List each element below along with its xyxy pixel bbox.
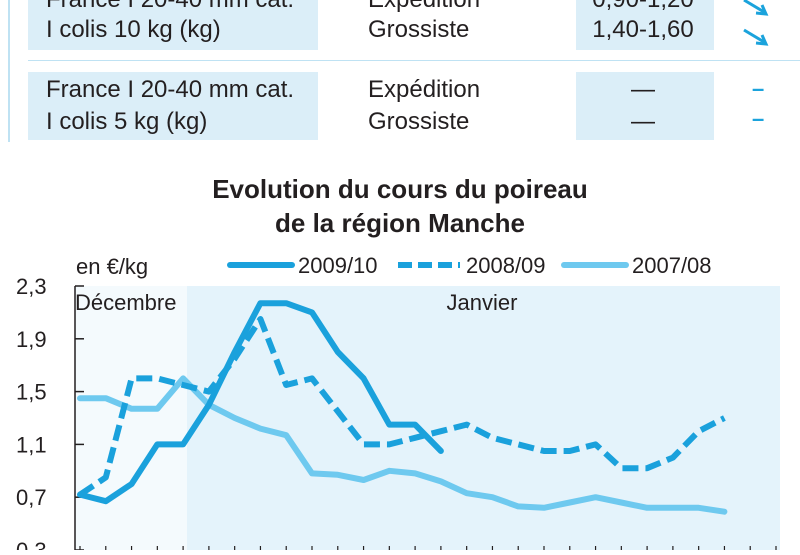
legend-label: 2008/09	[466, 253, 546, 278]
series-line-2007-08	[77, 375, 728, 515]
price-cell	[576, 72, 714, 140]
y-tick-label: 0,7	[16, 485, 47, 510]
y-tick-label: 1,5	[16, 380, 47, 405]
price-grossiste: 1,40-1,60	[592, 16, 694, 43]
series-line-2009-10	[77, 300, 444, 505]
stage-cell	[322, 0, 572, 50]
period-label-december: Décembre	[75, 290, 176, 315]
price-expedition: —	[631, 76, 655, 103]
price-cell	[576, 0, 714, 50]
table-row: France I 20-40 mm cat. I colis 5 kg (kg)…	[28, 72, 800, 140]
y-tick-label: 1,1	[16, 432, 47, 457]
stage-cell	[322, 72, 572, 140]
y-axis: 2,3 1,9 1,5 1,1 0,7 0,3	[16, 274, 84, 555]
legend-label: 2009/10	[298, 253, 378, 278]
y-axis-label: en €/kg	[76, 254, 148, 279]
product-line-2: I colis 10 kg (kg)	[46, 16, 221, 43]
y-tick-label: 0,3	[16, 538, 47, 550]
chart-title: Evolution du cours du poireau	[212, 174, 588, 204]
row-separator	[28, 60, 800, 61]
product-cell	[28, 72, 318, 140]
stage-grossiste: Grossiste	[368, 16, 470, 43]
stage-expedition: Expédition	[368, 0, 480, 16]
stage-grossiste: Grossiste	[368, 108, 470, 135]
table-row: France I 20-40 mm cat. I colis 10 kg (kg…	[28, 0, 800, 50]
trend-stable-2: –	[752, 106, 765, 131]
product-line-1: France I 20-40 mm cat.	[46, 0, 294, 16]
trend-stable-1: –	[752, 76, 765, 101]
product-line-1: France I 20-40 mm cat.	[46, 76, 295, 103]
december-band	[75, 286, 187, 550]
trend-cell	[718, 72, 800, 140]
stage-expedition: Expédition	[368, 76, 481, 103]
legend-label: 2007/08	[632, 253, 712, 278]
down-arrow-icon	[743, 0, 769, 16]
table-left-border	[8, 0, 10, 142]
product-cell	[28, 0, 318, 50]
product-line-2: I colis 5 kg (kg)	[46, 108, 208, 135]
line-chart: Evolution du cours du poireau de la régi…	[16, 174, 780, 555]
y-tick-label: 2,3	[16, 274, 47, 299]
period-label-january: Janvier	[447, 290, 518, 315]
series-layer	[77, 300, 728, 515]
chart-subtitle: de la région Manche	[275, 208, 525, 238]
x-axis	[79, 546, 777, 550]
down-arrow-icon	[743, 28, 769, 46]
price-expedition: 0,90-1,20	[570, 0, 716, 16]
series-line-2008-09	[78, 316, 726, 498]
chart-panel: Evolution du cours du poireau de la régi…	[12, 164, 800, 555]
price-table: France I 20-40 mm cat. I colis 10 kg (kg…	[0, 0, 800, 150]
legend: 2009/10 2008/09 2007/08	[227, 253, 712, 278]
price-grossiste: —	[631, 108, 655, 135]
y-tick-label: 1,9	[16, 327, 47, 352]
